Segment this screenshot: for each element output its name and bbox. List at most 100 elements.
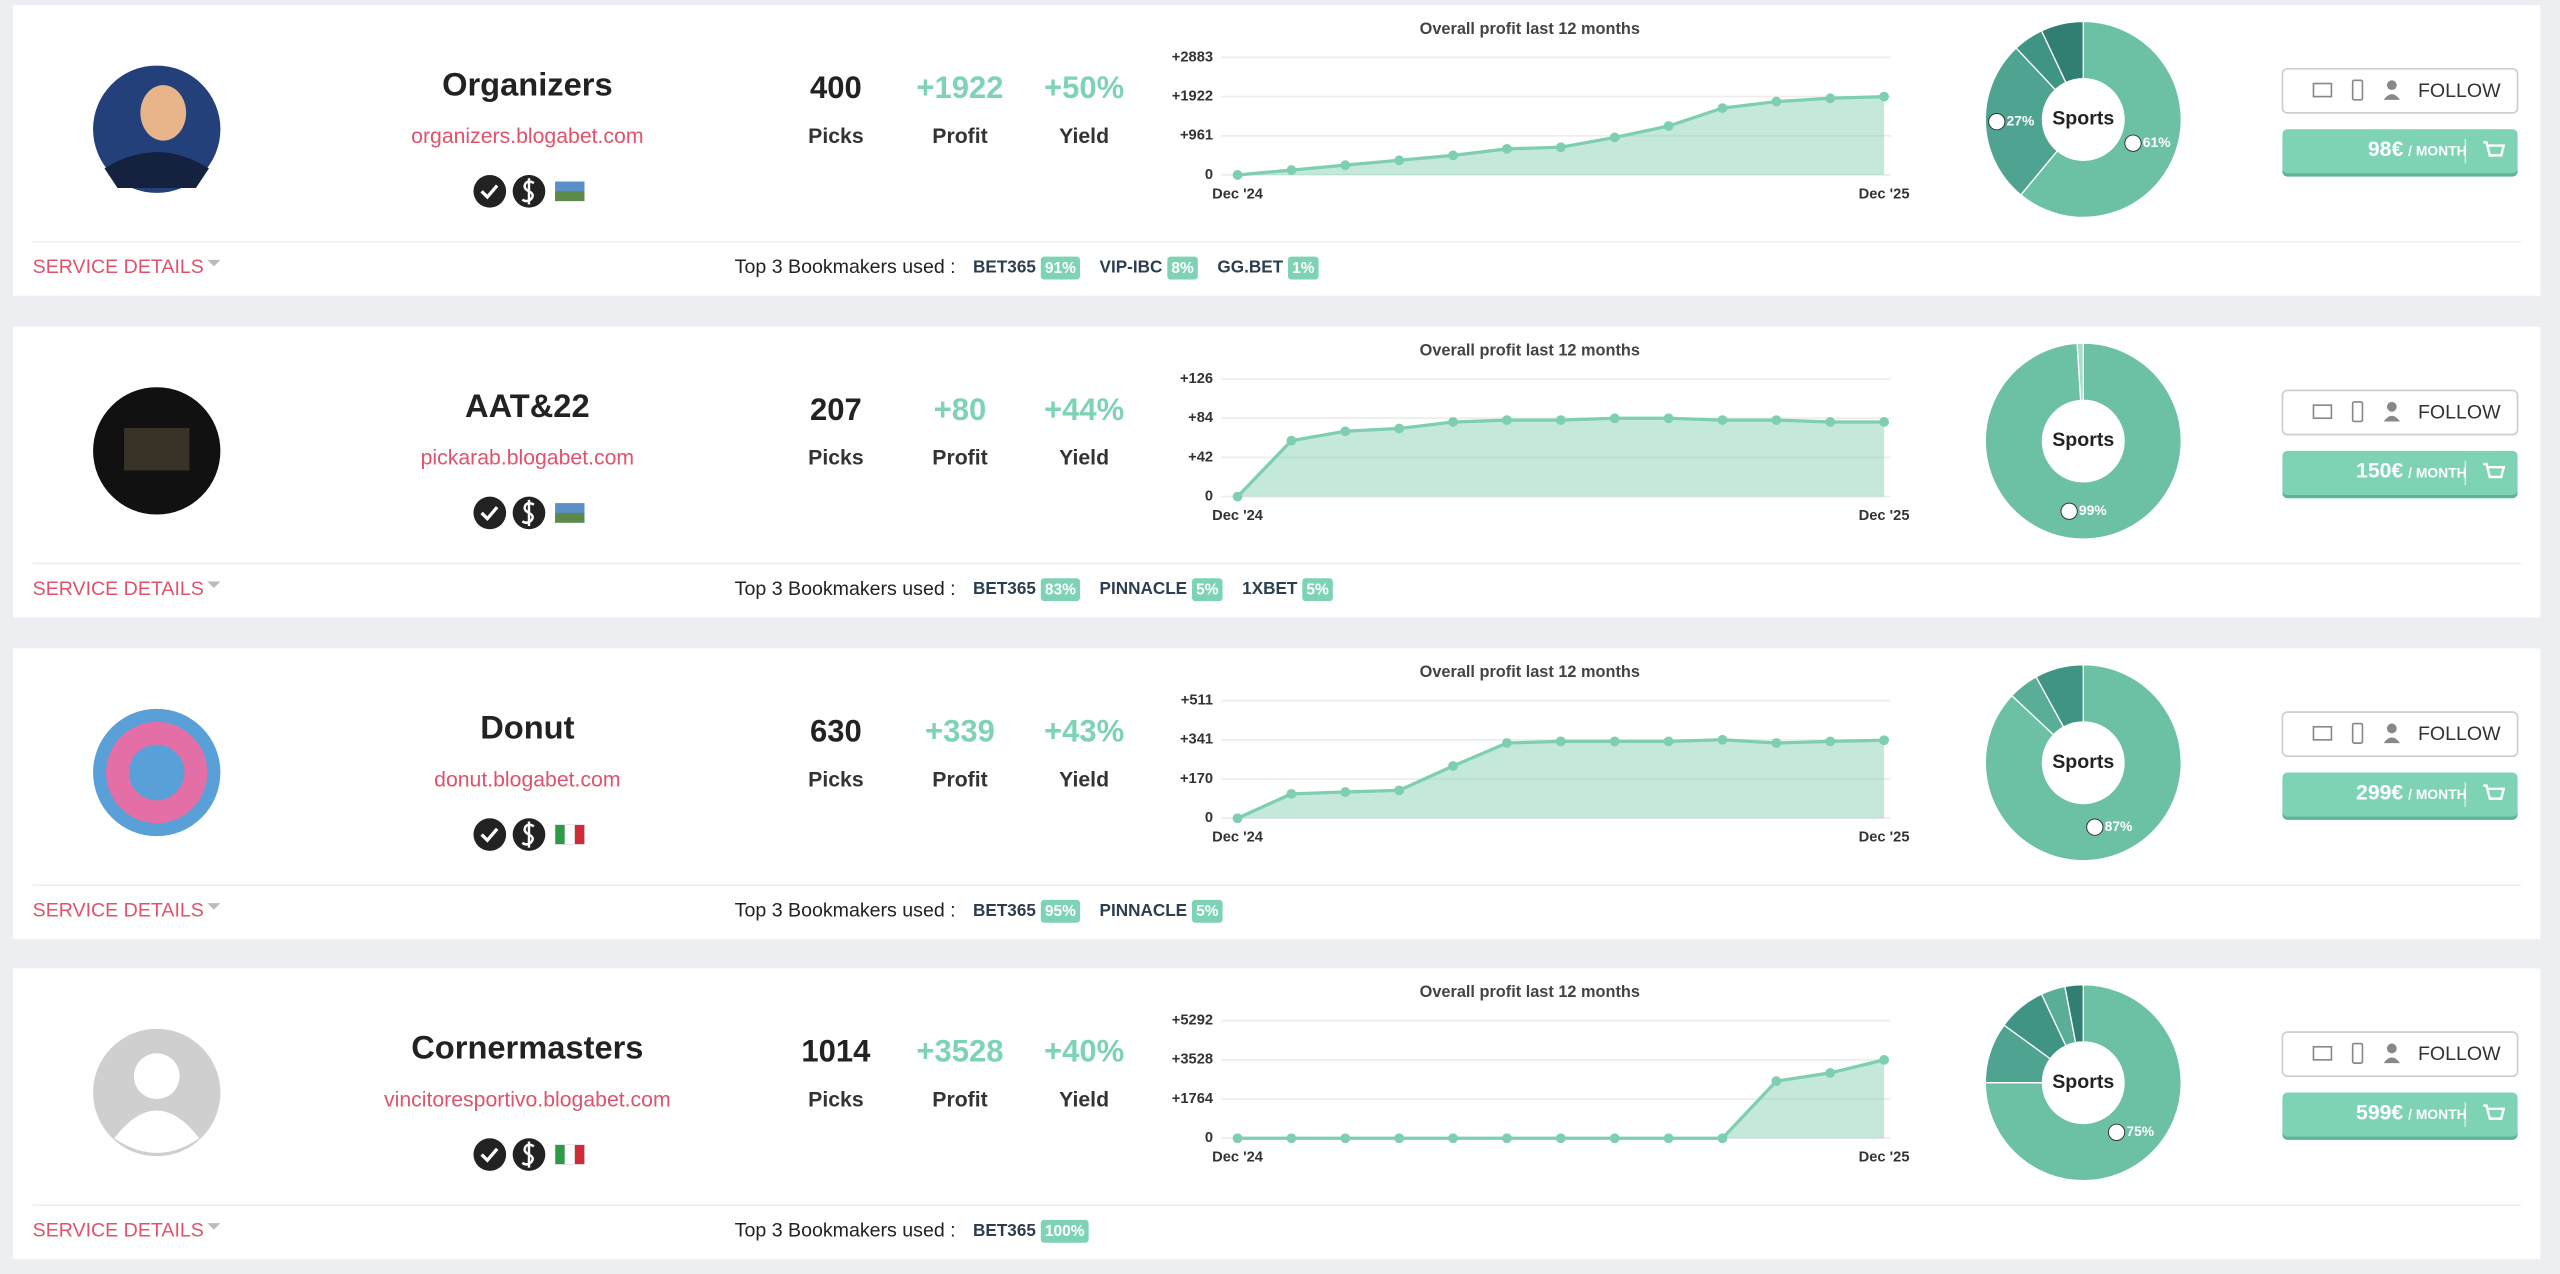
x-tick-label: Dec '24	[1212, 186, 1264, 202]
service-details-link[interactable]: SERVICE DETAILS	[33, 256, 204, 278]
phone-icon	[2351, 401, 2364, 423]
verified-check	[480, 1147, 499, 1163]
subscribe-button[interactable]	[2282, 450, 2518, 495]
tipster-url[interactable]: organizers.blogabet.com	[411, 125, 643, 148]
profit-area	[1237, 418, 1885, 497]
profit-point	[1771, 738, 1782, 748]
profit-point	[1771, 1076, 1782, 1087]
bookmaker-share-badge	[1192, 899, 1223, 923]
tipster-name[interactable]: Organizers	[442, 65, 613, 102]
stat-value: 207	[810, 392, 862, 427]
x-tick-label: Dec '25	[1859, 1150, 1910, 1166]
follow-label[interactable]: FOLLOW	[2418, 401, 2501, 423]
stat-value: 630	[810, 714, 862, 749]
dropdown-caret	[207, 259, 221, 267]
mail-icon	[2312, 725, 2333, 741]
tipster-url[interactable]: donut.blogabet.com	[434, 768, 620, 791]
y-tick-label: +511	[1181, 693, 1213, 709]
chart-title: Overall profit last 12 months	[1420, 663, 1640, 681]
phone-icon	[2351, 1042, 2364, 1064]
tipster-name[interactable]: AAT&22	[465, 387, 590, 424]
profit-point	[1286, 1133, 1297, 1144]
stat-value: +44%	[1044, 392, 1124, 427]
bookmaker-share: 5%	[1196, 903, 1219, 920]
follow-button[interactable]	[2281, 711, 2519, 758]
bookmaker-share: 8%	[1171, 260, 1194, 277]
profit-area	[1237, 1059, 1885, 1139]
profit-point	[1879, 1054, 1889, 1065]
y-tick-label: 0	[1205, 488, 1213, 504]
service-details-link[interactable]: SERVICE DETAILS	[33, 899, 204, 921]
profit-point	[1340, 426, 1351, 437]
chart-title: Overall profit last 12 months	[1420, 20, 1640, 38]
follow-button[interactable]	[2281, 68, 2519, 114]
pie-value-label: 75%	[2126, 1123, 2154, 1139]
tipster-card: Donut donut.blogabet.com 630 Picks +339 Profi…	[13, 648, 2541, 940]
flag-stripe	[554, 1144, 566, 1165]
pie-value-label: 87%	[2105, 818, 2133, 834]
stat-label: Yield	[1059, 447, 1109, 470]
price: 98€	[2368, 138, 2404, 161]
profit-point	[1825, 417, 1836, 427]
price-period: / MONTH	[2408, 143, 2467, 159]
follow-button[interactable]	[2281, 389, 2519, 436]
follow-label[interactable]: FOLLOW	[2418, 723, 2501, 745]
profit-point	[1717, 103, 1728, 113]
price-period: / MONTH	[2408, 1106, 2467, 1122]
tipster-card: AAT&22 pickarab.blogabet.com 207 Picks +80 Pr…	[13, 326, 2541, 618]
pie-hole	[2042, 721, 2125, 804]
profit-point	[1609, 413, 1620, 424]
user-icon	[2386, 1043, 2397, 1054]
avatar-face	[140, 85, 187, 141]
y-tick-label: +1764	[1172, 1091, 1214, 1107]
profit-point	[1502, 143, 1512, 154]
avatar-body	[114, 1110, 200, 1153]
stat-label: Profit	[932, 768, 987, 791]
price: 150€	[2356, 460, 2403, 483]
pie-center-label: Sports	[2052, 751, 2114, 773]
bookmaker-share: 95%	[1045, 903, 1076, 920]
y-tick-label: +84	[1188, 410, 1214, 426]
profit-point	[1286, 788, 1297, 799]
bookmaker-share-badge	[1040, 578, 1080, 602]
service-details-link[interactable]: SERVICE DETAILS	[33, 578, 204, 600]
bookmaker-share: 83%	[1045, 582, 1076, 599]
profit-point	[1448, 1133, 1458, 1144]
bookmaker-share-badge	[1167, 256, 1198, 280]
profit-point	[1717, 734, 1728, 745]
profit-point	[1232, 491, 1243, 502]
profit-point	[1609, 736, 1620, 747]
tipster-name[interactable]: Donut	[480, 709, 574, 746]
y-tick-label: +170	[1180, 771, 1213, 787]
tipster-url[interactable]: pickarab.blogabet.com	[421, 447, 634, 470]
profit-area	[1237, 96, 1885, 175]
follow-button[interactable]	[2281, 1031, 2519, 1077]
stat-label: Picks	[808, 768, 863, 791]
mail-icon	[2312, 82, 2333, 98]
stat-value: +339	[925, 714, 995, 749]
chart-title: Overall profit last 12 months	[1420, 983, 1640, 1001]
profit-point	[1825, 1068, 1836, 1078]
profit-point	[1286, 435, 1297, 446]
follow-label[interactable]: FOLLOW	[2418, 1043, 2501, 1065]
subscribe-button[interactable]	[2282, 129, 2518, 174]
tipster-url[interactable]: vincitoresportivo.blogabet.com	[384, 1088, 671, 1111]
profit-point	[1663, 736, 1674, 747]
stat-value: +43%	[1044, 714, 1124, 749]
subscribe-button[interactable]	[2282, 1092, 2518, 1137]
y-tick-label: 0	[1205, 167, 1213, 183]
flag-stripe	[554, 824, 566, 845]
pie-center-label: Sports	[2052, 108, 2114, 130]
bookmaker-share-badge	[1302, 578, 1333, 602]
service-details-link[interactable]: SERVICE DETAILS	[33, 1219, 204, 1241]
follow-label[interactable]: FOLLOW	[2418, 80, 2501, 102]
profit-point	[1825, 736, 1836, 747]
profit-point	[1609, 132, 1620, 143]
tipster-name[interactable]: Cornermasters	[411, 1029, 643, 1066]
profit-point	[1448, 417, 1458, 427]
stat-value: 1014	[801, 1034, 871, 1069]
subscribe-button[interactable]	[2282, 772, 2518, 817]
profit-point	[1340, 1133, 1351, 1144]
bookmakers-title: Top 3 Bookmakers used :	[735, 256, 956, 278]
tipster-card: Organizers organizers.blogabet.com 400 Pick…	[13, 5, 2541, 296]
